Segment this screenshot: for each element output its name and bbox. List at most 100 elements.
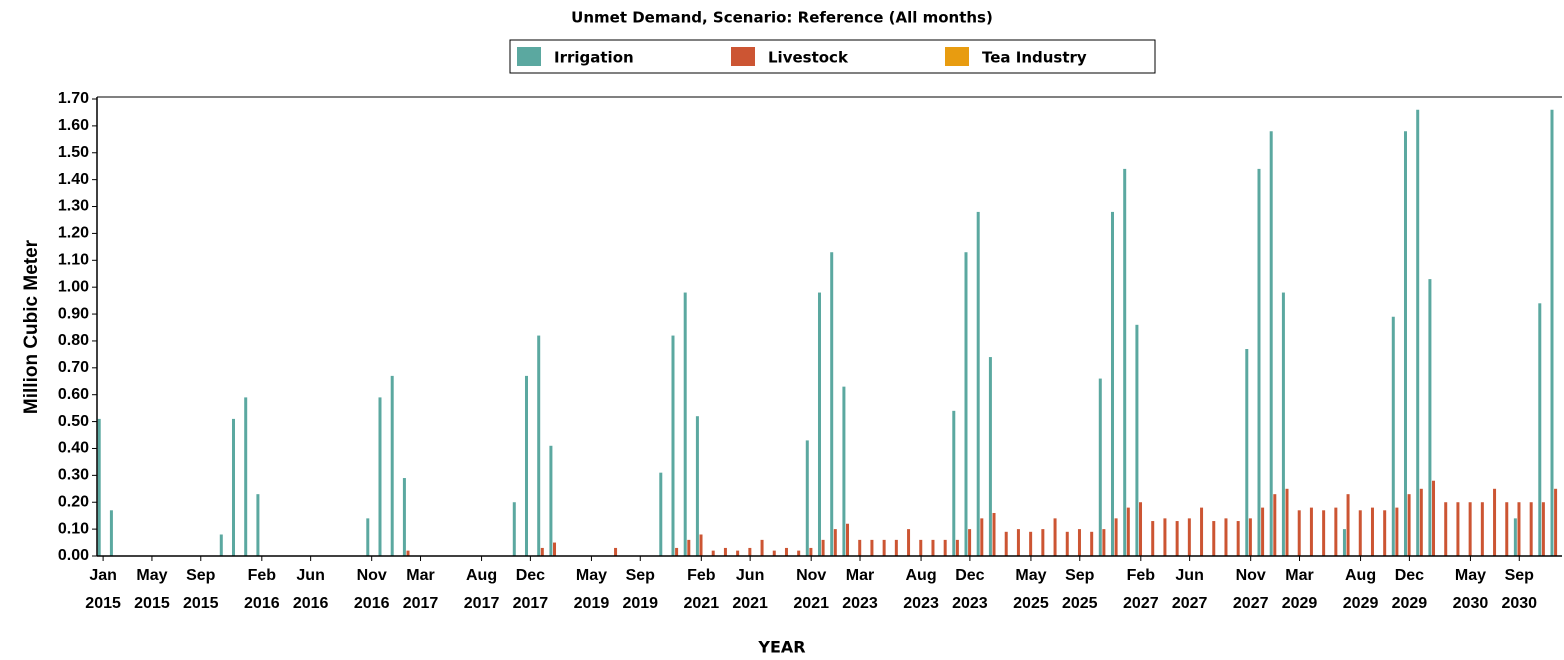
- bar: [1322, 510, 1326, 556]
- x-tick-label-line: 2021: [793, 595, 829, 612]
- bar: [1370, 507, 1374, 556]
- bar: [964, 252, 968, 556]
- y-tick-label: 0.40: [58, 440, 89, 457]
- x-tick-label-line: Sep: [186, 567, 216, 584]
- y-tick-label: 0.30: [58, 467, 89, 484]
- legend-swatch: [945, 47, 969, 66]
- bar: [1383, 510, 1387, 556]
- x-tick-label-line: 2019: [622, 595, 658, 612]
- x-tick-label: Sep 2030: [1501, 567, 1537, 612]
- bar: [1029, 531, 1033, 556]
- legend-swatch: [517, 47, 541, 66]
- bar: [406, 550, 410, 556]
- bar: [97, 418, 101, 556]
- bar: [1248, 518, 1252, 556]
- x-tick-label-line: Sep: [1505, 567, 1535, 584]
- bar: [1554, 488, 1558, 556]
- bar: [1187, 518, 1191, 556]
- x-tick-label-line: 2021: [684, 595, 720, 612]
- bar: [378, 397, 382, 556]
- y-tick-label: 1.40: [58, 171, 89, 188]
- bar: [797, 550, 801, 556]
- x-tick-label-line: Nov: [357, 567, 387, 584]
- x-tick-label-line: Dec: [1395, 567, 1424, 584]
- bar: [512, 502, 516, 556]
- bar: [980, 518, 984, 556]
- chart-title: Unmet Demand, Scenario: Reference (All m…: [571, 9, 993, 27]
- bar: [1041, 529, 1045, 556]
- bar: [1346, 494, 1350, 556]
- x-tick-label: Mar 2023: [842, 567, 878, 612]
- x-tick-label: May 2019: [574, 567, 610, 612]
- bar: [976, 211, 980, 556]
- x-tick-label-line: 2017: [464, 595, 500, 612]
- bar: [1550, 109, 1554, 557]
- x-tick-label: Dec 2017: [513, 567, 549, 612]
- bar: [1505, 502, 1509, 556]
- bar: [1419, 488, 1423, 556]
- x-tick-label: Jun 2027: [1172, 567, 1208, 612]
- x-tick-label-line: 2025: [1062, 595, 1098, 612]
- bar: [1135, 324, 1139, 556]
- bar: [1541, 502, 1545, 556]
- x-tick-label-line: 2016: [293, 595, 329, 612]
- bar: [1468, 502, 1472, 556]
- bar: [817, 292, 821, 556]
- bar: [1200, 507, 1204, 556]
- y-tick-label: 0.50: [58, 413, 89, 430]
- bar: [882, 539, 886, 556]
- y-tick-label: 0.20: [58, 493, 89, 510]
- y-tick-label: 0.90: [58, 305, 89, 322]
- bar: [1236, 521, 1240, 556]
- bar: [231, 418, 235, 556]
- bar: [955, 539, 959, 556]
- x-tick-label-line: 2016: [244, 595, 280, 612]
- bar: [931, 539, 935, 556]
- x-tick-label: Aug 2023: [903, 567, 939, 612]
- bar: [1309, 507, 1313, 556]
- x-tick-label-line: 2023: [903, 595, 939, 612]
- bar: [723, 547, 727, 556]
- legend-label: Irrigation: [554, 49, 634, 67]
- x-axis-title: YEAR: [757, 638, 805, 657]
- x-tick-label: May 2030: [1453, 567, 1489, 612]
- x-tick-label-line: 2029: [1343, 595, 1379, 612]
- x-tick-label-line: 2015: [183, 595, 219, 612]
- bar: [1395, 507, 1399, 556]
- bar: [1114, 518, 1118, 556]
- bar: [711, 550, 715, 556]
- x-tick-label-line: Nov: [1236, 567, 1266, 584]
- bar: [671, 335, 675, 556]
- y-tick-label: 0.10: [58, 520, 89, 537]
- bar: [1444, 502, 1448, 556]
- bar: [760, 539, 764, 556]
- bar: [1493, 488, 1497, 556]
- bar: [1513, 518, 1517, 556]
- bar: [842, 386, 846, 556]
- x-tick-label-line: Aug: [906, 567, 937, 584]
- x-tick-label-line: Sep: [1065, 567, 1095, 584]
- bar: [1224, 518, 1228, 556]
- x-tick-label-line: 2027: [1233, 595, 1269, 612]
- bar: [695, 416, 699, 556]
- bar: [219, 534, 223, 556]
- y-tick-label: 1.10: [58, 252, 89, 269]
- y-tick-label: 0.00: [58, 547, 89, 564]
- bar: [683, 292, 687, 556]
- x-tick-label-line: Dec: [955, 567, 984, 584]
- bar: [1126, 507, 1130, 556]
- x-tick-label-line: May: [1015, 567, 1046, 584]
- x-tick-label: Sep 2015: [183, 567, 219, 612]
- x-tick-label-line: 2017: [513, 595, 549, 612]
- bar: [109, 510, 113, 556]
- x-tick-label-line: 2021: [732, 595, 768, 612]
- y-tick-label: 1.30: [58, 198, 89, 215]
- x-tick-label: Nov 2016: [354, 567, 390, 612]
- bar: [894, 539, 898, 556]
- x-tick-label-line: Mar: [1285, 567, 1313, 584]
- x-tick-label: Aug 2029: [1343, 567, 1379, 612]
- x-tick-label-line: 2016: [354, 595, 390, 612]
- bar: [1480, 502, 1484, 556]
- x-tick-label-line: 2029: [1282, 595, 1318, 612]
- x-tick-label: Sep 2025: [1062, 567, 1098, 612]
